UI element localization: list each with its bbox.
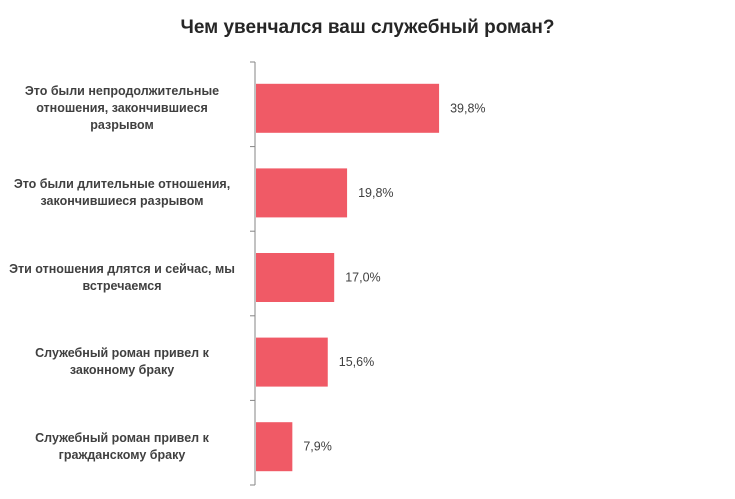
category-label: Служебный роман привел к законному браку [35, 346, 209, 378]
data-label: 19,8% [358, 186, 393, 200]
category-label: Это были длительные отношения, закончивш… [13, 176, 231, 208]
bar [256, 253, 335, 302]
category-label: Это были непродолжительные отношения, за… [24, 83, 220, 132]
bar [256, 337, 328, 387]
category-label: Эти отношения длятся и сейчас, мы встреч… [9, 261, 235, 293]
bar [256, 83, 440, 133]
bar [256, 422, 293, 472]
data-label: 7,9% [303, 440, 332, 454]
data-label: 15,6% [339, 355, 374, 369]
category-label: Служебный роман привел к гражданскому бр… [35, 430, 209, 462]
chart-title: Чем увенчался ваш служебный роман? [180, 17, 555, 38]
data-label: 39,8% [450, 101, 485, 115]
data-label: 17,0% [345, 271, 380, 285]
bar [256, 168, 348, 218]
